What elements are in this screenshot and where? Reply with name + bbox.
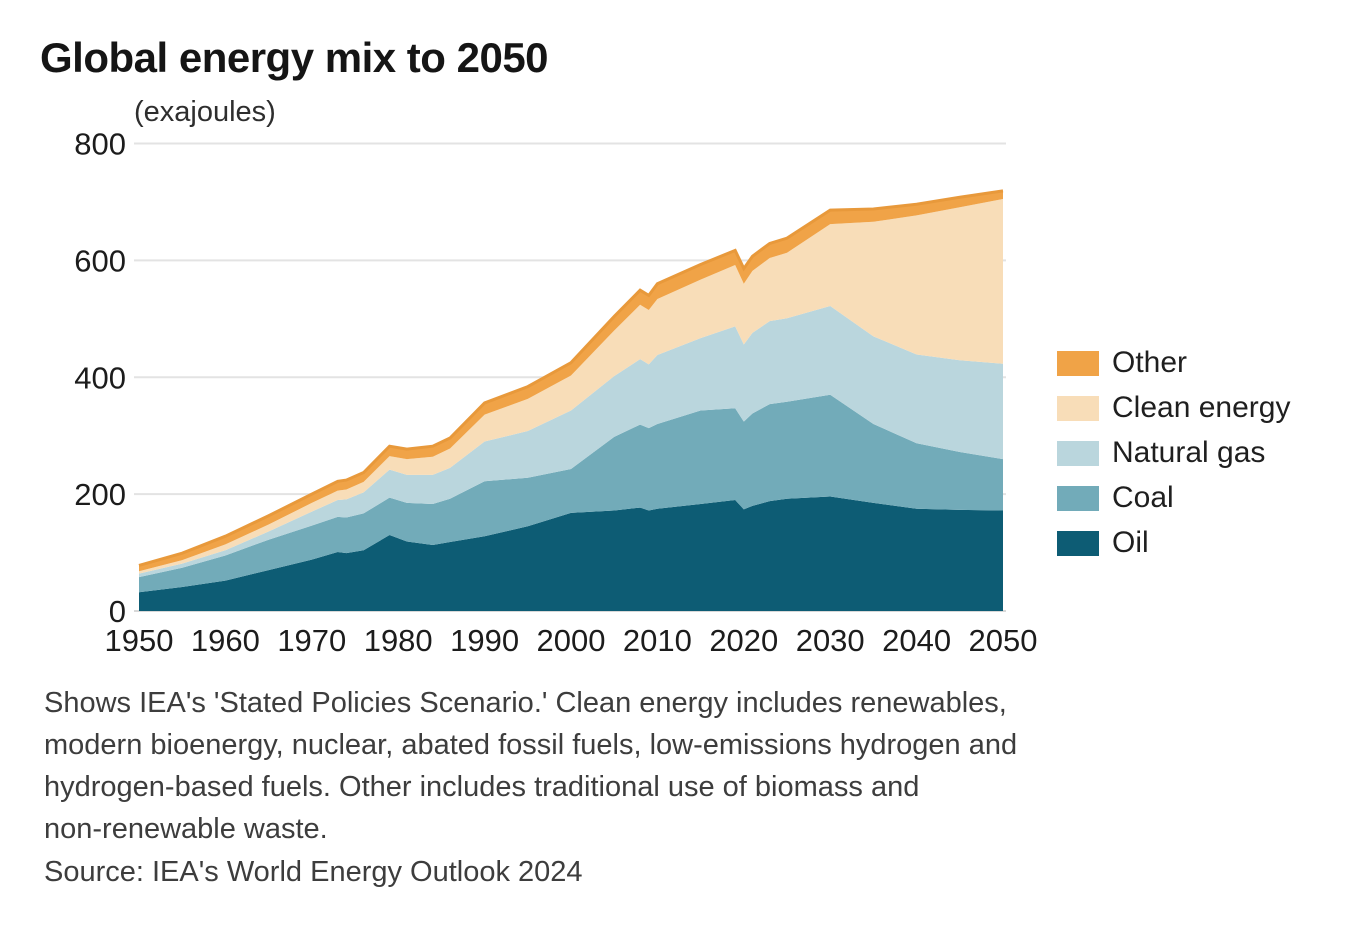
legend-item: Oil — [1057, 526, 1290, 559]
legend-label: Coal — [1112, 481, 1174, 514]
y-tick-label: 600 — [74, 243, 126, 278]
x-tick-label: 2010 — [623, 623, 692, 658]
area-series-oil — [139, 496, 1003, 611]
area-series-coal — [139, 394, 1003, 593]
footnote-line: hydrogen-based fuels. Other includes tra… — [44, 771, 920, 803]
legend-swatch-icon — [1057, 485, 1099, 511]
total-line — [138, 189, 1004, 567]
x-tick-label: 1970 — [277, 623, 346, 658]
legend-item: Other — [1057, 346, 1290, 379]
x-tick-label: 2000 — [537, 623, 606, 658]
x-tick-label: 1950 — [105, 623, 174, 658]
axis-unit-label: (exajoules) — [134, 96, 276, 128]
x-tick-label: 2030 — [796, 623, 865, 658]
legend-item: Natural gas — [1057, 436, 1290, 469]
chart-legend: Other Clean energy Natural gas Coal Oil — [1057, 346, 1290, 559]
y-tick-label: 800 — [74, 127, 126, 162]
footnote: Shows IEA's 'Stated Policies Scenario.' … — [44, 682, 1354, 850]
y-tick-label: 0 — [109, 594, 126, 629]
page-title: Global energy mix to 2050 — [40, 34, 549, 81]
legend-label: Natural gas — [1112, 436, 1266, 469]
legend-swatch-icon — [1057, 395, 1099, 421]
legend-swatch-icon — [1057, 350, 1099, 376]
legend-item: Coal — [1057, 481, 1290, 514]
footnote-line: Shows IEA's 'Stated Policies Scenario.' … — [44, 687, 1007, 719]
source-line: Source: IEA's World Energy Outlook 2024 — [44, 856, 583, 888]
area-series-natural-gas — [139, 305, 1003, 578]
legend-label: Clean energy — [1112, 391, 1291, 424]
x-tick-label: 1990 — [450, 623, 519, 658]
y-tick-label: 200 — [74, 477, 126, 512]
footnote-line: modern bioenergy, nuclear, abated fossil… — [44, 729, 1018, 761]
x-tick-label: 2050 — [969, 623, 1038, 658]
x-tick-label: 1980 — [364, 623, 433, 658]
area-series-clean-energy — [139, 199, 1003, 574]
x-tick-label: 1960 — [191, 623, 260, 658]
footnote-line: non-renewable waste. — [44, 813, 328, 845]
legend-label: Other — [1112, 346, 1188, 379]
x-tick-label: 2020 — [709, 623, 778, 658]
legend-label: Oil — [1112, 526, 1149, 559]
legend-swatch-icon — [1057, 530, 1099, 556]
legend-item: Clean energy — [1057, 391, 1290, 424]
x-tick-label: 2040 — [882, 623, 951, 658]
legend-swatch-icon — [1057, 440, 1099, 466]
y-tick-label: 400 — [74, 360, 126, 395]
